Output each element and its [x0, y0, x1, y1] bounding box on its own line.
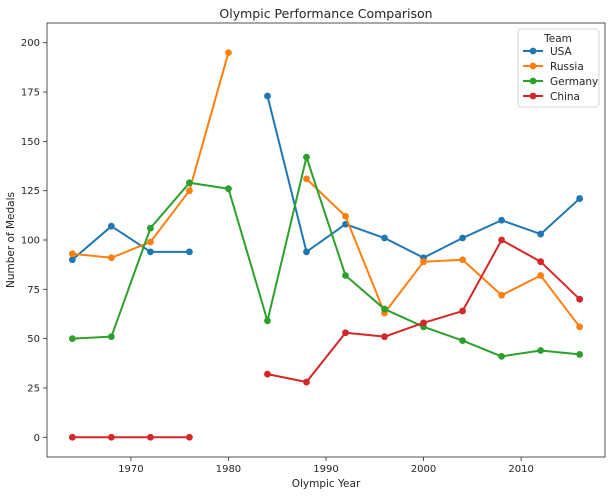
data-point-china: [303, 378, 310, 386]
legend-box: [517, 28, 600, 108]
series-line-usa: [266, 95, 581, 259]
data-point-usa: [498, 216, 505, 224]
data-point-china: [107, 433, 115, 441]
data-point-russia: [107, 254, 115, 262]
data-point-china: [68, 433, 76, 441]
y-tick-label: 175: [21, 88, 40, 99]
data-point-germany: [225, 185, 232, 193]
data-point-usa: [576, 195, 584, 202]
data-point-usa: [186, 248, 193, 256]
y-tick-label: 50: [27, 334, 40, 345]
x-axis-label: Olympic Year: [292, 478, 361, 490]
data-point-germany: [186, 179, 193, 187]
legend-swatch-marker: [529, 47, 537, 55]
data-point-russia: [186, 187, 193, 195]
legend-item-russia: Russia: [523, 61, 584, 73]
x-axis-ticks: 1970 1980 1990 2000 2010: [118, 457, 534, 475]
data-point-russia: [68, 250, 76, 258]
legend-swatch-marker: [529, 77, 537, 85]
data-point-usa: [459, 234, 466, 242]
data-point-usa: [107, 222, 115, 230]
data-point-china: [459, 307, 466, 315]
y-axis-label: Number of Medals: [5, 192, 17, 288]
y-tick-label: 100: [21, 236, 40, 247]
y-tick-label: 25: [27, 383, 40, 394]
data-point-russia: [147, 238, 154, 246]
data-point-china: [342, 329, 349, 337]
legend-title: Team: [543, 33, 572, 45]
data-point-germany: [147, 224, 154, 232]
y-tick-label: 200: [21, 38, 40, 49]
data-point-germany: [68, 335, 76, 343]
series-usa: [68, 92, 584, 264]
legend-item-china: China: [523, 91, 580, 103]
legend-label: China: [550, 91, 580, 103]
data-point-russia: [459, 256, 466, 264]
data-point-germany: [264, 317, 271, 325]
legend-swatch-marker: [529, 62, 537, 70]
data-point-usa: [537, 230, 545, 238]
x-tick-label: 1980: [216, 464, 241, 475]
y-tick-label: 150: [21, 137, 40, 148]
data-point-usa: [147, 248, 154, 256]
legend-swatch-marker: [529, 92, 537, 100]
legend-label: Russia: [550, 61, 584, 73]
data-point-usa: [303, 248, 310, 256]
x-tick-label: 2000: [411, 464, 436, 475]
data-point-russia: [576, 323, 584, 331]
data-point-china: [147, 433, 154, 441]
data-point-china: [186, 433, 193, 441]
data-point-china: [498, 236, 505, 244]
data-point-russia: [225, 49, 232, 56]
data-point-russia: [498, 291, 505, 299]
series-china: [68, 236, 584, 441]
data-point-russia: [420, 258, 427, 266]
data-point-china: [537, 258, 545, 266]
series-line-russia: [305, 178, 581, 328]
data-point-germany: [498, 352, 505, 360]
y-tick-label: 75: [27, 285, 40, 296]
data-point-usa: [381, 234, 388, 242]
data-point-germany: [303, 153, 310, 161]
y-tick-label: 125: [21, 186, 40, 197]
data-point-germany: [459, 337, 466, 345]
legend: Team USA Russia Germany China: [517, 28, 600, 108]
data-point-usa: [68, 256, 76, 264]
data-point-germany: [381, 305, 388, 313]
legend-label: USA: [550, 46, 573, 58]
data-point-germany: [342, 272, 349, 279]
legend-label: Germany: [550, 76, 598, 88]
data-point-china: [576, 295, 584, 303]
series-germany: [68, 153, 584, 360]
series-line-usa: [71, 225, 190, 261]
data-point-usa: [264, 92, 271, 100]
x-tick-label: 1970: [118, 464, 143, 475]
data-point-germany: [107, 333, 115, 341]
data-point-russia: [342, 212, 349, 220]
legend-items: USA Russia Germany China: [523, 46, 598, 103]
x-tick-label: 1990: [313, 464, 338, 475]
x-tick-label: 2010: [508, 464, 533, 475]
data-point-germany: [537, 347, 545, 354]
legend-item-germany: Germany: [523, 76, 598, 88]
chart-title: Olympic Performance Comparison: [219, 6, 432, 21]
data-point-russia: [537, 272, 545, 279]
data-point-china: [381, 333, 388, 341]
data-point-china: [264, 370, 271, 378]
y-axis-ticks: 0 25 50 75 100 125 150 175 200: [21, 38, 47, 444]
legend-item-usa: USA: [523, 46, 573, 58]
series-line-germany: [72, 156, 580, 358]
data-point-germany: [576, 351, 584, 358]
series-russia: [68, 49, 584, 331]
y-tick-label: 0: [34, 433, 40, 444]
data-point-russia: [303, 175, 310, 183]
data-point-china: [420, 319, 427, 327]
series-layer: [68, 49, 584, 441]
